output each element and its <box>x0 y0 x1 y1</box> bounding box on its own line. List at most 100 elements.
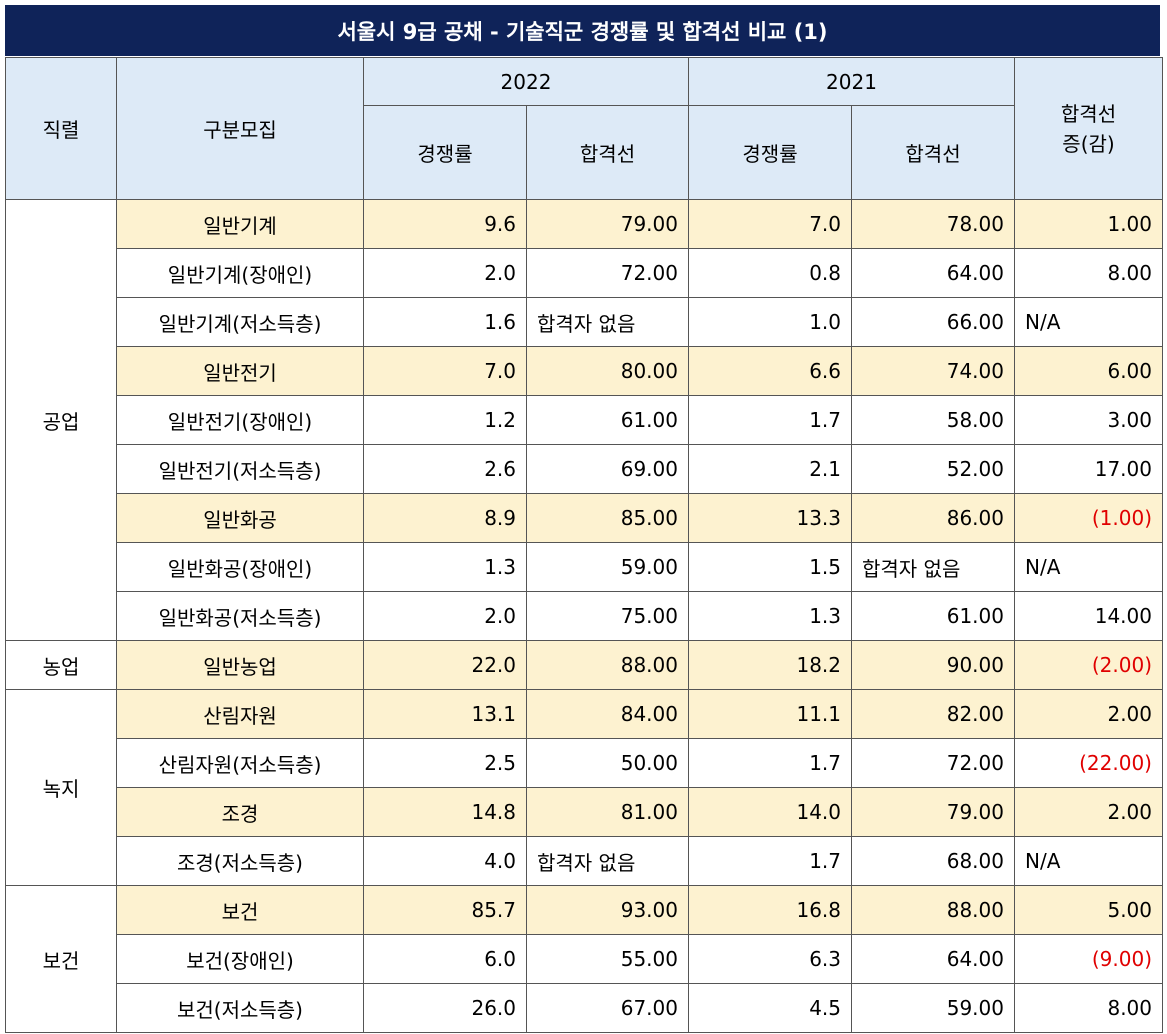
rate-2021-cell: 16.8 <box>688 885 852 935</box>
cutoff-2022-cell: 75.00 <box>526 591 689 641</box>
table-row: 일반전기 7.0 80.00 6.6 74.00 6.00 <box>6 346 1163 396</box>
recruit-cell: 조경(저소득층) <box>116 836 364 886</box>
cutoff-2021-cell: 86.00 <box>851 493 1015 543</box>
table-body: 공업 일반기계 9.6 79.00 7.0 78.00 1.00 일반기계(장애인) 2.0 72… <box>5 199 1163 1033</box>
recruit-cell: 일반화공 <box>116 493 364 543</box>
table-row: 녹지 산림자원 13.1 84.00 11.1 82.00 2.00 <box>5 689 1163 886</box>
cutoff-2021-cell: 88.00 <box>851 885 1015 935</box>
rate-2021-cell: 1.3 <box>688 591 852 641</box>
rate-2021-cell: 7.0 <box>688 199 852 249</box>
diff-cell: 3.00 <box>1014 395 1163 445</box>
recruit-cell: 보건(장애인) <box>116 934 364 984</box>
table-row: 보건(장애인) 6.0 55.00 6.3 64.00 (9.00) <box>6 934 1163 984</box>
cutoff-2021-cell: 66.00 <box>851 297 1015 347</box>
category-cell: 보건 <box>5 885 117 1033</box>
cutoff-2022-cell: 85.00 <box>526 493 689 543</box>
cutoff-2021-cell: 82.00 <box>851 689 1015 739</box>
cutoff-2021-cell: 90.00 <box>851 640 1015 690</box>
rate-2022-cell: 2.5 <box>363 738 527 788</box>
comparison-table: 직렬 구분모집 2022 2021 합격선 증(감) 경쟁률 합격선 경쟁률 합… <box>5 57 1163 1033</box>
table-row: 조경 14.8 81.00 14.0 79.00 2.00 <box>6 787 1163 837</box>
cutoff-2022-cell: 84.00 <box>526 689 689 739</box>
rate-2021-cell: 18.2 <box>688 640 852 690</box>
recruit-cell: 일반전기 <box>116 346 364 396</box>
recruit-cell: 일반기계(장애인) <box>116 248 364 298</box>
diff-cell: N/A <box>1014 297 1163 347</box>
rate-2022-cell: 85.7 <box>363 885 527 935</box>
table-row: 일반전기(장애인) 1.2 61.00 1.7 58.00 3.00 <box>6 395 1163 445</box>
rate-2021-cell: 6.3 <box>688 934 852 984</box>
recruit-cell: 보건 <box>116 885 364 935</box>
cutoff-2022-cell: 72.00 <box>526 248 689 298</box>
rate-2022-cell: 7.0 <box>363 346 527 396</box>
diff-cell: 2.00 <box>1014 787 1163 837</box>
rate-2022-cell: 6.0 <box>363 934 527 984</box>
rate-2022-cell: 14.8 <box>363 787 527 837</box>
rate-2021-cell: 1.7 <box>688 395 852 445</box>
cutoff-2022-cell: 93.00 <box>526 885 689 935</box>
rate-2022-cell: 1.3 <box>363 542 527 592</box>
cutoff-2021-cell: 64.00 <box>851 934 1015 984</box>
table-row: 공업 일반기계 9.6 79.00 7.0 78.00 1.00 <box>5 199 1163 641</box>
cutoff-2022-cell: 55.00 <box>526 934 689 984</box>
table-row: 일반화공(장애인) 1.3 59.00 1.5 합격자 없음 N/A <box>6 542 1163 592</box>
table-row: 일반화공 8.9 85.00 13.3 86.00 (1.00) <box>6 493 1163 543</box>
rate-2022-cell: 8.9 <box>363 493 527 543</box>
diff-cell: 6.00 <box>1014 346 1163 396</box>
header-cutoff-2022: 합격선 <box>526 105 689 200</box>
header-recruit: 구분모집 <box>116 57 364 200</box>
table-row: 일반기계(장애인) 2.0 72.00 0.8 64.00 8.00 <box>6 248 1163 298</box>
rate-2021-cell: 1.0 <box>688 297 852 347</box>
table-row: 일반전기(저소득층) 2.6 69.00 2.1 52.00 17.00 <box>6 444 1163 494</box>
diff-cell: N/A <box>1014 836 1163 886</box>
cutoff-2022-cell: 80.00 <box>526 346 689 396</box>
rate-2021-cell: 1.5 <box>688 542 852 592</box>
header-year-2021: 2021 <box>688 57 1015 106</box>
rate-2022-cell: 13.1 <box>363 689 527 739</box>
recruit-cell: 일반전기(저소득층) <box>116 444 364 494</box>
header-rate-2021: 경쟁률 <box>688 105 852 200</box>
rate-2021-cell: 2.1 <box>688 444 852 494</box>
rate-2022-cell: 2.6 <box>363 444 527 494</box>
category-cell: 농업 <box>5 640 117 690</box>
recruit-cell: 일반화공(저소득층) <box>116 591 364 641</box>
rate-2021-cell: 1.7 <box>688 738 852 788</box>
diff-cell: (9.00) <box>1014 934 1163 984</box>
cutoff-2022-cell: 50.00 <box>526 738 689 788</box>
cutoff-2021-cell: 72.00 <box>851 738 1015 788</box>
diff-cell: 8.00 <box>1014 983 1163 1033</box>
cutoff-2022-cell: 67.00 <box>526 983 689 1033</box>
recruit-cell: 조경 <box>116 787 364 837</box>
rate-2022-cell: 1.6 <box>363 297 527 347</box>
table-row: 산림자원(저소득층) 2.5 50.00 1.7 72.00 (22.00) <box>6 738 1163 788</box>
rate-2022-cell: 2.0 <box>363 591 527 641</box>
table-row: 농업 일반농업 22.0 88.00 18.2 90.00 (2.00) <box>5 640 1163 690</box>
rate-2021-cell: 13.3 <box>688 493 852 543</box>
recruit-cell: 일반농업 <box>116 640 364 690</box>
category-cell: 공업 <box>5 199 117 641</box>
cutoff-2021-cell: 합격자 없음 <box>851 542 1015 592</box>
table-row: 조경(저소득층) 4.0 합격자 없음 1.7 68.00 N/A <box>6 836 1163 886</box>
header-diff: 합격선 증(감) <box>1014 57 1163 200</box>
rate-2022-cell: 26.0 <box>363 983 527 1033</box>
cutoff-2021-cell: 61.00 <box>851 591 1015 641</box>
cutoff-2021-cell: 58.00 <box>851 395 1015 445</box>
recruit-cell: 일반화공(장애인) <box>116 542 364 592</box>
diff-cell: 8.00 <box>1014 248 1163 298</box>
cutoff-2022-cell: 59.00 <box>526 542 689 592</box>
cutoff-2022-cell: 61.00 <box>526 395 689 445</box>
table-row: 일반화공(저소득층) 2.0 75.00 1.3 61.00 14.00 <box>6 591 1163 641</box>
table-row: 일반기계(저소득층) 1.6 합격자 없음 1.0 66.00 N/A <box>6 297 1163 347</box>
cutoff-2021-cell: 52.00 <box>851 444 1015 494</box>
cutoff-2021-cell: 68.00 <box>851 836 1015 886</box>
cutoff-2021-cell: 59.00 <box>851 983 1015 1033</box>
recruit-cell: 일반전기(장애인) <box>116 395 364 445</box>
header-cutoff-2021: 합격선 <box>851 105 1015 200</box>
recruit-cell: 일반기계 <box>116 199 364 249</box>
diff-cell: (22.00) <box>1014 738 1163 788</box>
table-row: 보건 보건 85.7 93.00 16.8 88.00 5.00 <box>5 885 1163 1033</box>
cutoff-2021-cell: 74.00 <box>851 346 1015 396</box>
recruit-cell: 산림자원(저소득층) <box>116 738 364 788</box>
category-cell: 녹지 <box>5 689 117 886</box>
header-rate-2022: 경쟁률 <box>363 105 527 200</box>
